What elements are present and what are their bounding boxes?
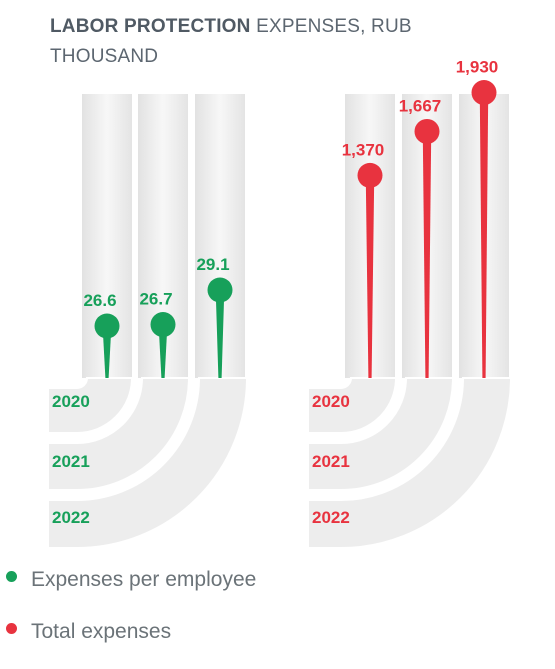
value-label: 1,370 xyxy=(342,140,385,159)
lollipop-stem xyxy=(422,135,432,378)
lollipop-stem xyxy=(102,330,112,378)
lollipop-head xyxy=(357,162,383,188)
year-label: 2021 xyxy=(312,452,350,471)
legend-label: Total expenses xyxy=(31,620,172,643)
legend-label: Expenses per employee xyxy=(31,568,257,591)
lollipop-head xyxy=(207,277,233,303)
lollipop-stem xyxy=(365,179,375,378)
curved-band xyxy=(307,377,513,549)
curved-band xyxy=(47,377,249,549)
legend-item-total-expenses: Total expenses xyxy=(6,620,171,644)
chart-title-rest: EXPENSES, RUB THOUSAND xyxy=(50,16,412,67)
year-label: 2022 xyxy=(52,508,90,527)
chart-title: LABOR PROTECTION EXPENSES, RUB THOUSAND xyxy=(50,12,470,72)
chart-title-bold: LABOR PROTECTION xyxy=(50,16,251,37)
value-label: 1,667 xyxy=(399,96,442,115)
value-label: 1,930 xyxy=(456,58,499,77)
curved-band xyxy=(307,377,398,434)
year-label: 2022 xyxy=(312,508,350,527)
panel-total: 1,370 1,667 1,930 2020 2021 2022 xyxy=(307,58,513,549)
lollipop-head xyxy=(414,118,440,144)
lollipop-stem xyxy=(479,96,489,378)
curved-band xyxy=(47,377,134,434)
lollipop-stem xyxy=(215,294,225,378)
lollipop-head xyxy=(471,80,497,106)
value-label: 26.6 xyxy=(83,291,116,310)
legend-marker-red xyxy=(6,623,17,634)
lollipop-stem xyxy=(158,328,168,378)
year-label: 2021 xyxy=(52,452,90,471)
legend-marker-green xyxy=(6,571,17,582)
year-label: 2020 xyxy=(52,392,90,411)
curved-band xyxy=(47,377,191,491)
value-label: 29.1 xyxy=(196,255,229,274)
legend-item-expenses-per-employee: Expenses per employee xyxy=(6,568,256,592)
lollipop-head xyxy=(94,313,120,339)
year-label: 2020 xyxy=(312,392,350,411)
value-label: 26.7 xyxy=(139,290,172,309)
panel-per-employee: 26.6 26.7 29.1 2020 2021 2022 xyxy=(47,94,249,549)
lollipop-head xyxy=(150,312,176,338)
curved-band xyxy=(307,377,455,491)
